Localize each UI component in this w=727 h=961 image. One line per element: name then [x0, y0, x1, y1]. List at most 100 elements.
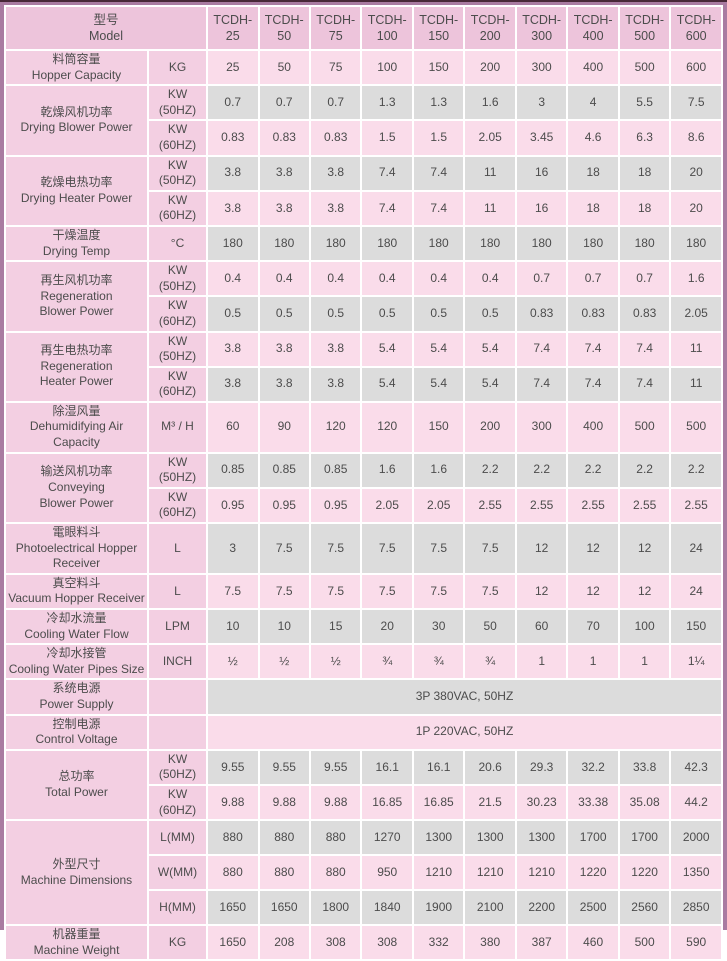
- table-row: H(MM) 1650 1650 1800 1840 1900 2100 2200 2500 256…: [6, 891, 721, 925]
- value-cell: 300: [516, 402, 567, 452]
- value-cell: 5.4: [362, 367, 412, 401]
- value-cell: 7.5: [362, 524, 412, 573]
- value-cell: 9.88: [208, 785, 258, 820]
- value-cell: 150: [413, 402, 464, 452]
- merged-value-cell: 3P 380VAC, 50HZ: [208, 680, 721, 714]
- unit-cell: M³ / H: [149, 402, 207, 452]
- row-label-cell: 输送风机功率 Conveying Blower Power: [6, 453, 147, 523]
- row-label-cell: 控制电源 Control Voltage: [6, 715, 147, 749]
- model-header-cell: TCDH- 25: [208, 7, 258, 49]
- value-cell: 2850: [671, 891, 721, 925]
- value-cell: 180: [671, 226, 721, 261]
- value-cell: 9.88: [259, 785, 309, 820]
- value-cell: 1350: [671, 856, 721, 890]
- value-cell: 1220: [619, 856, 670, 890]
- value-cell: 7.5: [310, 574, 361, 608]
- value-cell: 7.5: [310, 524, 361, 573]
- model-header-cell: TCDH- 600: [671, 7, 721, 49]
- value-cell: 5.5: [619, 86, 670, 120]
- value-cell: 7.5: [413, 574, 464, 608]
- value-cell: 120: [362, 402, 412, 452]
- value-cell: 11: [671, 332, 721, 366]
- value-cell: 500: [619, 51, 670, 85]
- value-cell: 2.55: [516, 488, 567, 523]
- value-cell: 3.8: [208, 191, 258, 225]
- value-cell: 3: [516, 86, 567, 120]
- value-cell: 6.3: [619, 121, 670, 155]
- value-cell: 3: [208, 524, 258, 573]
- row-label-cell: 系统电源 Power Supply: [6, 680, 147, 714]
- value-cell: 2100: [465, 891, 515, 925]
- value-cell: 380: [465, 926, 515, 960]
- header-row: 型号 Model TCDH- 25 TCDH- 50 TCDH- 75 TCDH- 10…: [6, 7, 721, 49]
- unit-cell: INCH: [149, 645, 207, 679]
- unit-cell: L(MM): [149, 821, 207, 855]
- value-cell: 400: [568, 51, 618, 85]
- row-label-cell: 乾燥电热功率 Drying Heater Power: [6, 156, 147, 225]
- value-cell: 3.8: [208, 156, 258, 190]
- model-header-cell: TCDH- 75: [310, 7, 361, 49]
- value-cell: 300: [516, 51, 567, 85]
- value-cell: 10: [259, 610, 309, 644]
- table-row: 乾燥电热功率 Drying Heater Power KW (50HZ) 3.8 3.…: [6, 156, 721, 225]
- value-cell: 12: [568, 524, 618, 573]
- value-cell: 400: [568, 402, 618, 452]
- value-cell: 0.5: [465, 297, 515, 331]
- value-cell: 70: [568, 610, 618, 644]
- table-row: 冷却水接管 Cooling Water Pipes Size INCH ½ ½ ½ ¾ ¾ ¾…: [6, 645, 721, 679]
- value-cell: ¾: [362, 645, 412, 679]
- value-cell: 16: [516, 156, 567, 190]
- value-cell: 7.5: [465, 574, 515, 608]
- value-cell: 3.45: [516, 121, 567, 155]
- unit-cell: KW (50HZ): [149, 750, 207, 784]
- row-label-cell: 料筒容量 Hopper Capacity: [6, 51, 147, 85]
- table-row: 電眼料斗 Photoelectrical Hopper Receiver L 3 7.…: [6, 524, 721, 573]
- value-cell: 1.5: [413, 121, 464, 155]
- value-cell: 3.8: [208, 332, 258, 366]
- table-row: 机器重量 Machine Weight KG 1650 208 308 308 332 380…: [6, 926, 721, 960]
- table-row: 系统电源 Power Supply 3P 380VAC, 50HZ: [6, 680, 721, 714]
- value-cell: 2.05: [671, 297, 721, 331]
- table-row: 再生风机功率 Regeneration Blower Power KW (50HZ…: [6, 262, 721, 331]
- value-cell: 1: [516, 645, 567, 679]
- model-column-header-cell: 型号 Model: [6, 7, 207, 49]
- value-cell: 180: [568, 226, 618, 261]
- value-cell: 7.4: [516, 332, 567, 366]
- value-cell: 0.5: [259, 297, 309, 331]
- value-cell: 180: [413, 226, 464, 261]
- value-cell: 24: [671, 574, 721, 608]
- value-cell: 0.4: [465, 262, 515, 296]
- value-cell: 0.95: [259, 488, 309, 523]
- unit-cell: KG: [149, 51, 207, 85]
- value-cell: 3.8: [208, 367, 258, 401]
- value-cell: 0.4: [413, 262, 464, 296]
- value-cell: 5.4: [465, 367, 515, 401]
- table-row: 料筒容量 Hopper Capacity KG 25 50 75 100 150 200 300…: [6, 51, 721, 85]
- unit-cell: KW (50HZ): [149, 156, 207, 190]
- value-cell: 1: [619, 645, 670, 679]
- value-cell: 7.4: [568, 332, 618, 366]
- value-cell: 208: [259, 926, 309, 960]
- unit-cell: KW (50HZ): [149, 453, 207, 487]
- value-cell: 3.8: [310, 156, 361, 190]
- value-cell: 35.08: [619, 785, 670, 820]
- value-cell: 2560: [619, 891, 670, 925]
- table-row: KW (60HZ) 9.88 9.88 9.88 16.85 16.85 21.5 30.23…: [6, 785, 721, 820]
- table-row: 除湿风量 Dehumidifying Air Capacity M³ / H 60 9…: [6, 402, 721, 452]
- value-cell: 880: [259, 856, 309, 890]
- unit-cell: KW (50HZ): [149, 86, 207, 120]
- value-cell: 4.6: [568, 121, 618, 155]
- value-cell: 12: [516, 574, 567, 608]
- value-cell: 32.2: [568, 750, 618, 784]
- value-cell: 0.95: [310, 488, 361, 523]
- value-cell: 500: [671, 402, 721, 452]
- unit-cell: L: [149, 574, 207, 608]
- value-cell: 180: [362, 226, 412, 261]
- value-cell: 5.4: [413, 367, 464, 401]
- value-cell: 1.6: [413, 453, 464, 487]
- unit-cell: KG: [149, 926, 207, 960]
- value-cell: 1650: [208, 891, 258, 925]
- value-cell: 3.8: [259, 367, 309, 401]
- unit-cell: KW (50HZ): [149, 262, 207, 296]
- value-cell: 2.55: [619, 488, 670, 523]
